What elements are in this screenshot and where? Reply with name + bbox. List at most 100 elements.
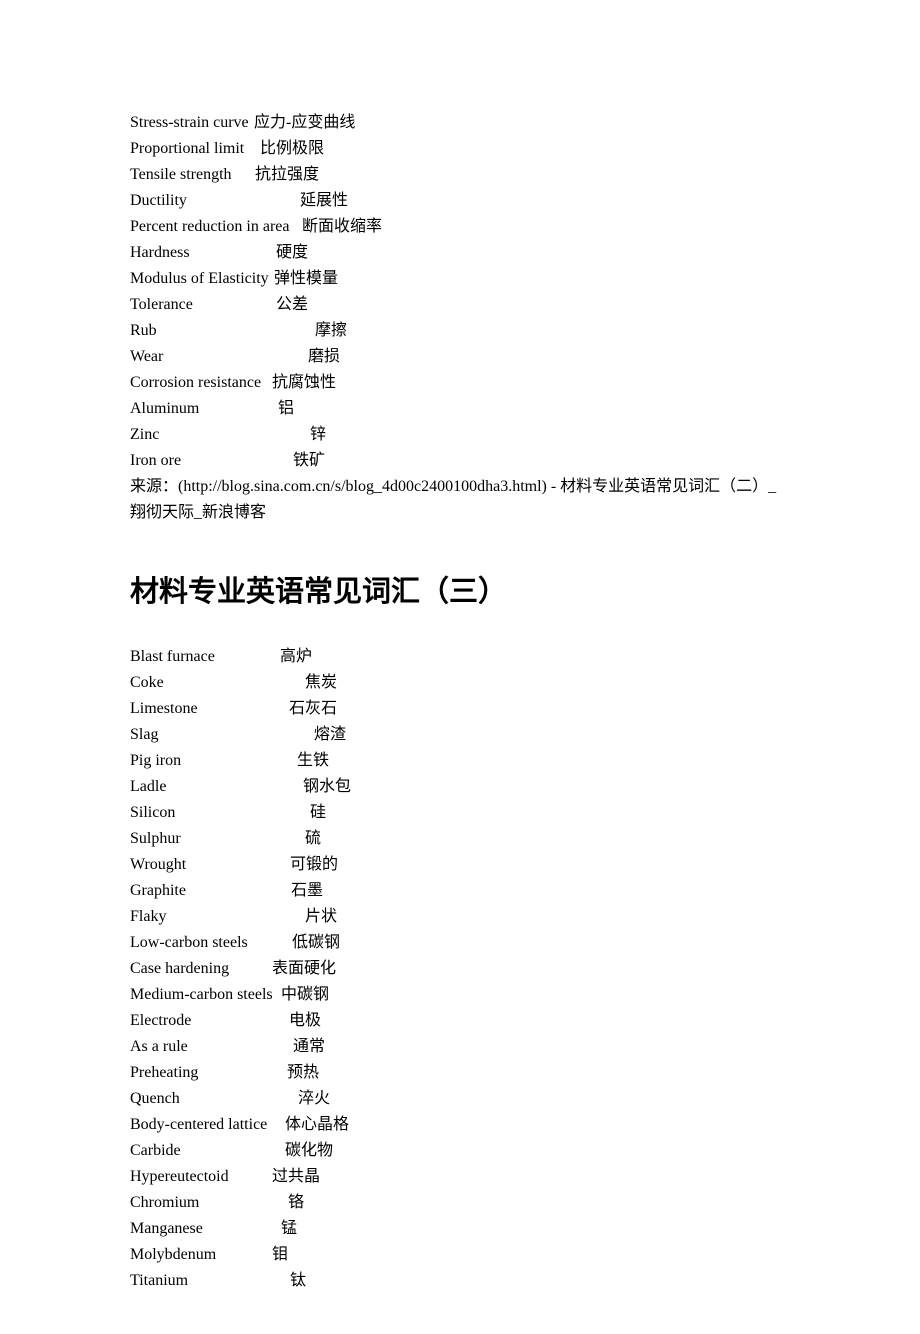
vocab-row: Percent reduction in area断面收缩率 (130, 214, 790, 240)
english-term: Carbide (130, 1138, 285, 1164)
english-term: Hypereutectoid (130, 1164, 272, 1190)
vocab-section-2: Blast furnace高炉Coke焦炭Limestone石灰石Slag熔渣P… (130, 644, 790, 1294)
chinese-term: 公差 (276, 292, 308, 318)
english-term: Body-centered lattice (130, 1112, 285, 1138)
chinese-term: 石墨 (291, 878, 323, 904)
chinese-term: 铁矿 (293, 448, 325, 474)
english-term: Percent reduction in area (130, 214, 302, 240)
vocab-row: Modulus of Elasticity弹性模量 (130, 266, 790, 292)
chinese-term: 应力-应变曲线 (254, 110, 355, 136)
english-term: Zinc (130, 422, 310, 448)
chinese-term: 锌 (310, 422, 326, 448)
english-term: Tolerance (130, 292, 276, 318)
vocab-row: Medium-carbon steels中碳钢 (130, 982, 790, 1008)
chinese-term: 比例极限 (260, 136, 324, 162)
chinese-term: 铝 (278, 396, 294, 422)
chinese-term: 钛 (290, 1268, 306, 1294)
vocab-section-1: Stress-strain curve应力-应变曲线Proportional l… (130, 110, 790, 474)
vocab-row: Quench淬火 (130, 1086, 790, 1112)
chinese-term: 过共晶 (272, 1164, 320, 1190)
vocab-row: Blast furnace高炉 (130, 644, 790, 670)
english-term: Preheating (130, 1060, 287, 1086)
source-citation: 来源：(http://blog.sina.com.cn/s/blog_4d00c… (130, 474, 790, 526)
vocab-row: Wear磨损 (130, 344, 790, 370)
english-term: Quench (130, 1086, 298, 1112)
vocab-row: Hardness硬度 (130, 240, 790, 266)
chinese-term: 磨损 (308, 344, 340, 370)
vocab-row: Proportional limit比例极限 (130, 136, 790, 162)
english-term: Limestone (130, 696, 289, 722)
page: Stress-strain curve应力-应变曲线Proportional l… (0, 0, 920, 1334)
english-term: Coke (130, 670, 305, 696)
english-term: Modulus of Elasticity (130, 266, 274, 292)
vocab-row: As a rule通常 (130, 1034, 790, 1060)
chinese-term: 中碳钢 (281, 982, 329, 1008)
chinese-term: 钢水包 (303, 774, 351, 800)
english-term: Manganese (130, 1216, 281, 1242)
vocab-row: Manganese锰 (130, 1216, 790, 1242)
vocab-row: Limestone石灰石 (130, 696, 790, 722)
english-term: Molybdenum (130, 1242, 272, 1268)
chinese-term: 熔渣 (314, 722, 346, 748)
vocab-row: Sulphur硫 (130, 826, 790, 852)
chinese-term: 硬度 (276, 240, 308, 266)
english-term: Titanium (130, 1268, 290, 1294)
chinese-term: 预热 (287, 1060, 319, 1086)
vocab-row: Case hardening表面硬化 (130, 956, 790, 982)
english-term: Corrosion resistance (130, 370, 272, 396)
chinese-term: 抗拉强度 (255, 162, 319, 188)
vocab-row: Slag熔渣 (130, 722, 790, 748)
vocab-row: Rub摩擦 (130, 318, 790, 344)
english-term: Silicon (130, 800, 310, 826)
english-term: Flaky (130, 904, 305, 930)
english-term: Slag (130, 722, 314, 748)
chinese-term: 体心晶格 (285, 1112, 349, 1138)
english-term: As a rule (130, 1034, 293, 1060)
chinese-term: 碳化物 (285, 1138, 333, 1164)
vocab-row: Flaky片状 (130, 904, 790, 930)
vocab-row: Tolerance公差 (130, 292, 790, 318)
english-term: Medium-carbon steels (130, 982, 281, 1008)
chinese-term: 低碳钢 (292, 930, 340, 956)
chinese-term: 抗腐蚀性 (272, 370, 336, 396)
english-term: Low-carbon steels (130, 930, 292, 956)
vocab-row: Stress-strain curve应力-应变曲线 (130, 110, 790, 136)
vocab-row: Molybdenum钼 (130, 1242, 790, 1268)
english-term: Pig iron (130, 748, 297, 774)
vocab-row: Corrosion resistance抗腐蚀性 (130, 370, 790, 396)
english-term: Electrode (130, 1008, 289, 1034)
chinese-term: 断面收缩率 (302, 214, 382, 240)
english-term: Ductility (130, 188, 300, 214)
vocab-row: Preheating预热 (130, 1060, 790, 1086)
english-term: Case hardening (130, 956, 272, 982)
english-term: Stress-strain curve (130, 110, 254, 136)
vocab-row: Aluminum铝 (130, 396, 790, 422)
english-term: Proportional limit (130, 136, 260, 162)
english-term: Graphite (130, 878, 291, 904)
vocab-row: Hypereutectoid过共晶 (130, 1164, 790, 1190)
chinese-term: 表面硬化 (272, 956, 336, 982)
vocab-row: Iron ore铁矿 (130, 448, 790, 474)
vocab-row: Chromium铬 (130, 1190, 790, 1216)
chinese-term: 焦炭 (305, 670, 337, 696)
vocab-row: Graphite石墨 (130, 878, 790, 904)
vocab-row: Body-centered lattice体心晶格 (130, 1112, 790, 1138)
chinese-term: 淬火 (298, 1086, 330, 1112)
chinese-term: 片状 (305, 904, 337, 930)
vocab-row: Electrode电极 (130, 1008, 790, 1034)
chinese-term: 锰 (281, 1216, 297, 1242)
chinese-term: 通常 (293, 1034, 325, 1060)
chinese-term: 高炉 (280, 644, 312, 670)
english-term: Tensile strength (130, 162, 255, 188)
vocab-row: Tensile strength抗拉强度 (130, 162, 790, 188)
chinese-term: 铬 (288, 1190, 304, 1216)
english-term: Ladle (130, 774, 303, 800)
vocab-row: Wrought可锻的 (130, 852, 790, 878)
english-term: Sulphur (130, 826, 305, 852)
vocab-row: Pig iron生铁 (130, 748, 790, 774)
english-term: Rub (130, 318, 315, 344)
english-term: Chromium (130, 1190, 288, 1216)
section-heading: 材料专业英语常见词汇（三） (130, 568, 790, 610)
vocab-row: Zinc锌 (130, 422, 790, 448)
english-term: Iron ore (130, 448, 293, 474)
